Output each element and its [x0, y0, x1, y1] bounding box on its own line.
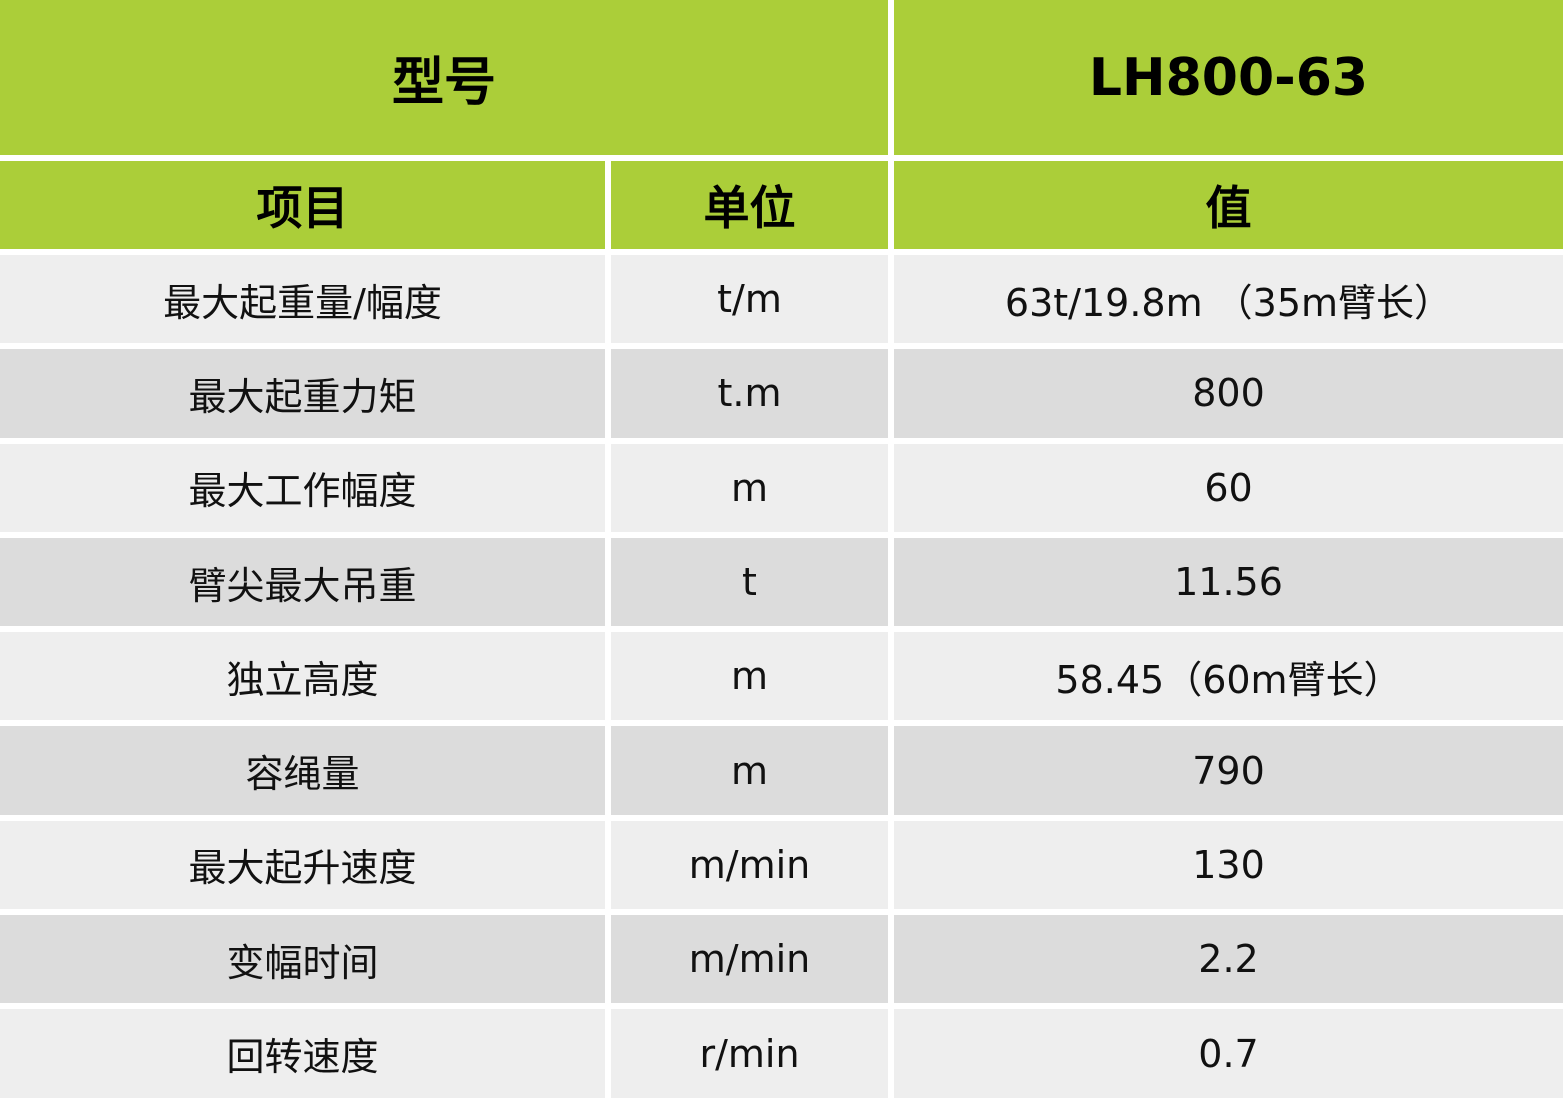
table-cell-unit: m — [611, 632, 888, 721]
table-cell-item: 最大起升速度 — [0, 820, 605, 910]
table-cell-item: 容绳量 — [0, 726, 605, 815]
table-cell-unit: m — [611, 443, 888, 532]
table-cell-unit: m/min — [611, 820, 888, 910]
table-cell-item: 变幅时间 — [0, 915, 605, 1004]
column-header-unit: 单位 — [611, 161, 888, 249]
table-cell-unit: t — [611, 537, 888, 627]
table-cell-item: 最大工作幅度 — [0, 443, 605, 532]
table-cell-value: 0.7 — [894, 1009, 1563, 1098]
table-cell-value: 58.45（60m臂长） — [894, 632, 1563, 721]
table-cell-value: 63t/19.8m （35m臂长） — [894, 255, 1563, 344]
table-cell-value: 11.56 — [894, 537, 1563, 627]
table-cell-value: 790 — [894, 726, 1563, 815]
model-label: 型号 — [0, 0, 888, 155]
table-cell-unit: m/min — [611, 915, 888, 1004]
column-header-item: 项目 — [0, 161, 605, 249]
table-cell-value: 2.2 — [894, 915, 1563, 1004]
table-cell-value: 800 — [894, 349, 1563, 438]
table-cell-item: 最大起重量/幅度 — [0, 255, 605, 344]
table-cell-unit: t/m — [611, 255, 888, 344]
table-cell-unit: t.m — [611, 349, 888, 438]
table-cell-item: 最大起重力矩 — [0, 349, 605, 438]
table-cell-item: 独立高度 — [0, 632, 605, 721]
table-cell-value: 130 — [894, 820, 1563, 910]
table-cell-value: 60 — [894, 443, 1563, 532]
column-header-value: 值 — [894, 161, 1563, 249]
table-cell-item: 回转速度 — [0, 1009, 605, 1098]
table-cell-unit: m — [611, 726, 888, 815]
model-value: LH800-63 — [894, 0, 1563, 155]
table-cell-item: 臂尖最大吊重 — [0, 537, 605, 627]
table-cell-unit: r/min — [611, 1009, 888, 1098]
